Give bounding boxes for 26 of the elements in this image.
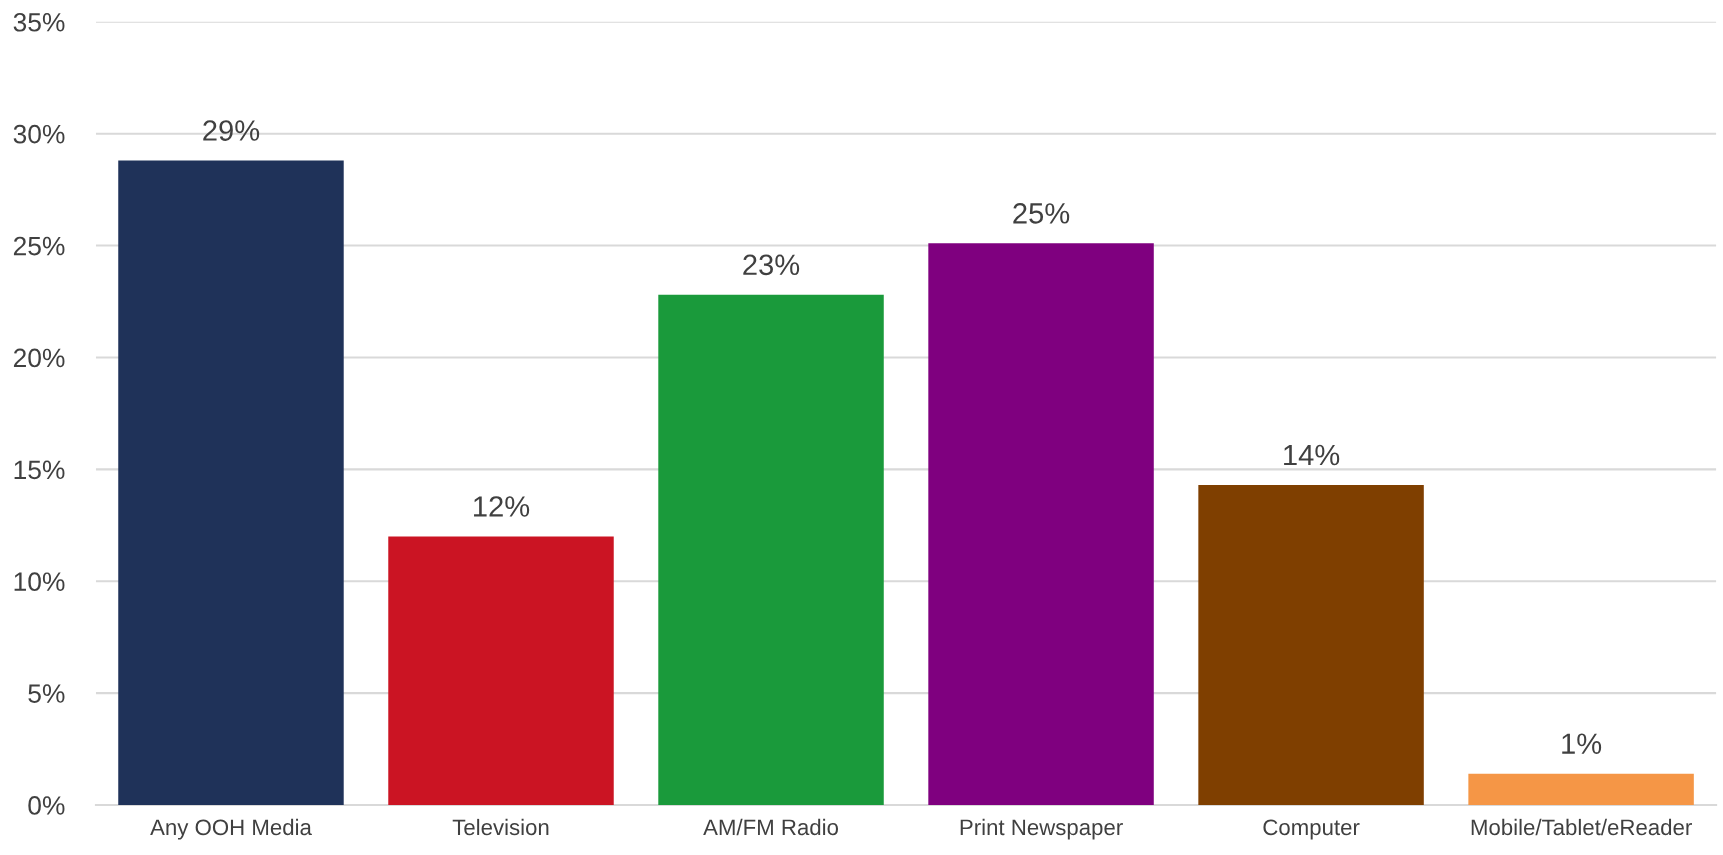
- bar: [1468, 773, 1694, 805]
- y-tick-label: 30%: [13, 124, 65, 144]
- y-tick-label: 20%: [13, 348, 65, 368]
- y-tick-label: 10%: [14, 572, 65, 592]
- data-label: 25%: [1013, 203, 1070, 224]
- bar: [388, 536, 614, 805]
- x-tick-label: Print Newspaper: [960, 818, 1123, 840]
- bar: [928, 243, 1154, 805]
- data-label: 14%: [1284, 444, 1340, 466]
- data-label: 1%: [1562, 733, 1602, 754]
- y-tick-label: 0%: [28, 796, 65, 815]
- y-tick-label: 15%: [14, 460, 65, 480]
- bar: [658, 294, 884, 805]
- data-label: 23%: [743, 254, 800, 276]
- data-label: 12%: [474, 496, 530, 517]
- x-tick-label: Television: [452, 818, 549, 836]
- y-tick-label: 25%: [13, 236, 65, 256]
- bar: [118, 160, 344, 805]
- data-label: 29%: [203, 120, 260, 141]
- x-tick-label: AM/FM Radio: [703, 818, 839, 836]
- y-tick-label: 35%: [13, 12, 65, 32]
- y-tick-label: 5%: [28, 684, 65, 703]
- bar: [1198, 485, 1424, 805]
- x-tick-label: Mobile/Tablet/eReader: [1471, 818, 1692, 836]
- x-tick-label: Any OOH Media: [150, 818, 312, 840]
- x-tick-label: Computer: [1263, 819, 1360, 840]
